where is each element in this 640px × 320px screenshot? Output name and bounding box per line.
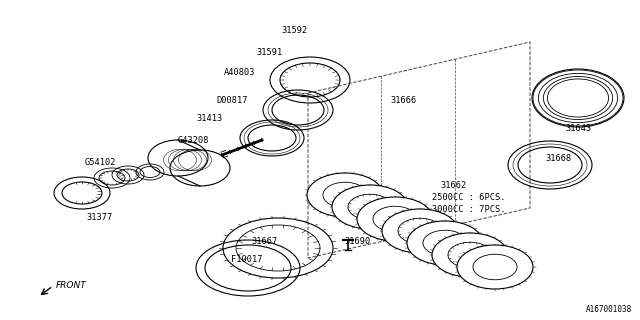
Text: 31666: 31666	[390, 95, 416, 105]
Text: 31592: 31592	[282, 26, 308, 35]
Text: 2500CC : 6PCS.: 2500CC : 6PCS.	[432, 194, 506, 203]
Text: 31690: 31690	[344, 237, 371, 246]
Ellipse shape	[357, 197, 433, 241]
Ellipse shape	[382, 209, 458, 253]
Ellipse shape	[307, 173, 383, 217]
Ellipse shape	[457, 245, 533, 289]
Text: 31591: 31591	[257, 47, 283, 57]
Text: A40803: A40803	[224, 68, 256, 76]
Text: 3000CC : 7PCS.: 3000CC : 7PCS.	[432, 205, 506, 214]
Ellipse shape	[332, 185, 408, 229]
Text: 31377: 31377	[87, 213, 113, 222]
Ellipse shape	[432, 233, 508, 277]
Text: A167001038: A167001038	[586, 305, 632, 314]
Text: D00817: D00817	[216, 95, 248, 105]
Text: 31668: 31668	[545, 154, 572, 163]
Text: FRONT: FRONT	[56, 282, 87, 291]
Text: 31662: 31662	[440, 180, 467, 189]
Ellipse shape	[407, 221, 483, 265]
Text: 31643: 31643	[565, 124, 591, 132]
Text: G43208: G43208	[177, 135, 209, 145]
Text: F10017: F10017	[231, 255, 263, 265]
Text: 31413: 31413	[197, 114, 223, 123]
Text: 31667: 31667	[252, 237, 278, 246]
Text: G54102: G54102	[84, 157, 116, 166]
